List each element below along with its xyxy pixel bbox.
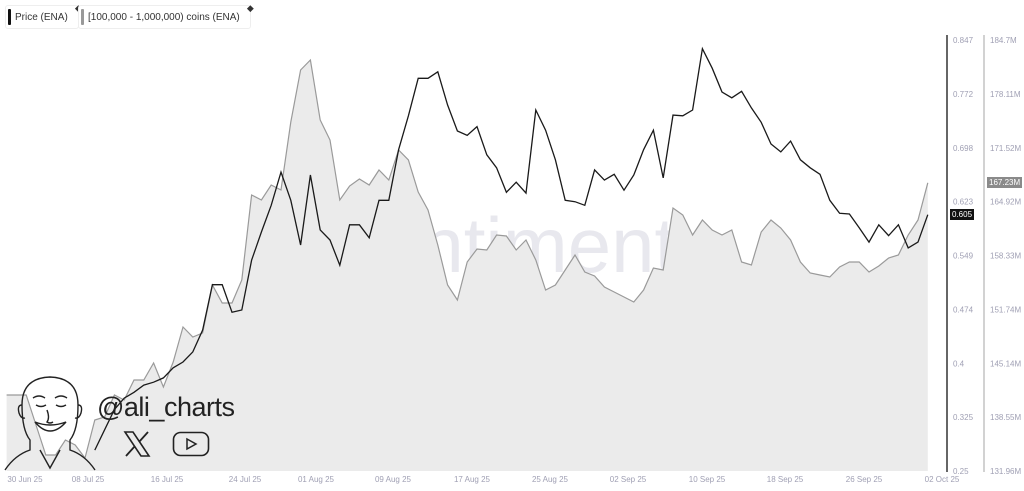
date-tick-label: 10 Sep 25 (689, 475, 726, 484)
supply-area (6, 60, 928, 471)
date-tick-label: 18 Sep 25 (767, 475, 804, 484)
legend-item-supply[interactable]: [100,000 - 1,000,000) coins (ENA) ◆ (78, 3, 254, 29)
price-tick-label: 0.772 (953, 90, 974, 99)
legend-label: Price (ENA) (15, 11, 68, 23)
date-tick-label: 02 Sep 25 (610, 475, 647, 484)
date-tick-label: 02 Oct 25 (925, 475, 960, 484)
price-axis-ticks: 0.847 0.772 0.698 0.623 0.549 0.474 0.4 0.325 0.… (953, 36, 974, 476)
supply-tick-label: 151.74M (990, 305, 1021, 314)
date-tick-label: 16 Jul 25 (151, 475, 184, 484)
supply-tick-label: 145.14M (990, 359, 1021, 368)
date-tick-label: 30 Jun 25 (7, 475, 43, 484)
x-axis-ticks: 30 Jun 25 08 Jul 25 16 Jul 25 24 Jul 25 01 A… (7, 475, 959, 484)
supply-tick-label: 158.33M (990, 252, 1021, 261)
x-logo-icon (123, 431, 151, 457)
price-tick-label: 0.474 (953, 305, 974, 314)
current-price-badge: 0.605 (950, 209, 975, 220)
supply-tick-label: 138.55M (990, 413, 1021, 422)
current-supply-badge: 167.23M (987, 177, 1023, 188)
legend-label: [100,000 - 1,000,000) coins (ENA) (88, 11, 240, 23)
date-tick-label: 08 Jul 25 (72, 475, 105, 484)
date-tick-label: 24 Jul 25 (229, 475, 262, 484)
supply-tick-label: 178.11M (990, 90, 1021, 99)
youtube-icon (172, 431, 210, 457)
date-tick-label: 09 Aug 25 (375, 475, 412, 484)
legend-color-swatch (81, 9, 84, 25)
price-tick-label: 0.623 (953, 198, 974, 207)
supply-tick-label: 131.96M (990, 467, 1021, 476)
supply-tick-label: 164.92M (990, 198, 1021, 207)
supply-axis-ticks: 184.7M 178.11M 171.52M 164.92M 158.33M 151.74… (990, 36, 1021, 476)
price-tick-label: 0.847 (953, 36, 974, 45)
date-tick-label: 17 Aug 25 (454, 475, 491, 484)
pin-icon[interactable]: ◆ (246, 3, 254, 13)
price-tick-label: 0.698 (953, 144, 974, 153)
avatar-logo (4, 376, 96, 471)
brand-handle: @ali_charts (97, 392, 235, 422)
price-tick-label: 0.549 (953, 252, 974, 261)
supply-tick-label: 171.52M (990, 144, 1021, 153)
legend-item-price[interactable]: Price (ENA) ◆ (5, 3, 82, 29)
price-tick-label: 0.25 (953, 467, 969, 476)
date-tick-label: 26 Sep 25 (846, 475, 883, 484)
price-tick-label: 0.325 (953, 413, 974, 422)
legend-color-swatch (8, 9, 11, 25)
date-tick-label: 01 Aug 25 (298, 475, 335, 484)
price-line (94, 46, 929, 451)
supply-tick-label: 184.7M (990, 36, 1017, 45)
date-tick-label: 25 Aug 25 (532, 475, 569, 484)
price-tick-label: 0.4 (953, 359, 965, 368)
